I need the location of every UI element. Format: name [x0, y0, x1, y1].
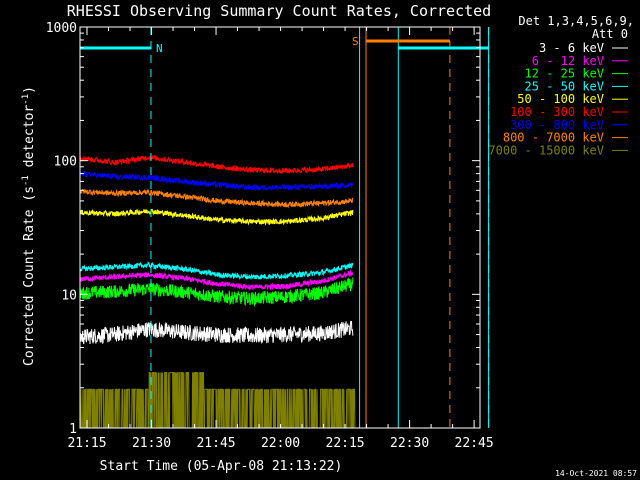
x-tick-label: 22:00: [261, 436, 300, 451]
series-line-5: [79, 208, 354, 227]
legend-label: 100 - 300 keV: [510, 105, 604, 119]
x-tick-label: 21:45: [196, 436, 235, 451]
series-line-1: [79, 320, 354, 345]
series-line-4: [79, 261, 354, 280]
legend-header-attenuator: Att 0: [592, 27, 628, 41]
generation-timestamp: 14-Oct-2021 08:57: [555, 469, 637, 478]
legend-label: 300 - 800 keV: [510, 118, 604, 132]
series-line-6: [79, 188, 354, 209]
legend-label: 800 - 7000 keV: [503, 131, 604, 145]
legend-label: 3 - 6 keV: [539, 41, 604, 55]
legend-label: 7000 - 15000 keV: [488, 143, 604, 157]
night-annotation: N: [156, 42, 163, 55]
x-tick-label: 22:15: [326, 436, 365, 451]
series-line-0: [79, 372, 356, 429]
y-tick-label: 1: [69, 422, 77, 437]
x-axis-label: Start Time (05-Apr-08 21:13:22): [100, 459, 343, 474]
legend-label: 12 - 25 keV: [525, 67, 604, 81]
x-tick-label: 21:30: [132, 436, 171, 451]
x-tick-label: 21:15: [67, 436, 106, 451]
series-line-7: [79, 170, 354, 192]
series-line-3: [79, 269, 354, 291]
legend-label: 50 - 100 keV: [517, 92, 604, 106]
y-tick-label: 10: [61, 288, 77, 303]
y-tick-label: 1000: [46, 21, 77, 36]
plot-frame: [79, 26, 481, 429]
legend-label: 6 - 12 keV: [532, 54, 604, 68]
plot-area: N S 1 10 100 1000 21:15 21:30 21:45 22:00 22:15 22:…: [46, 21, 494, 451]
x-tick-label: 22:30: [390, 436, 429, 451]
x-tick-label: 22:45: [455, 436, 494, 451]
series-line-8: [79, 154, 354, 175]
y-axis-label: Corrected Count Rate (s-1 detector-1): [21, 86, 37, 366]
legend-label: 25 - 50 keV: [525, 79, 604, 93]
y-tick-label: 100: [54, 155, 77, 170]
chart-title: RHESSI Observing Summary Count Rates, Co…: [67, 2, 491, 20]
series-line-2: [79, 277, 354, 308]
legend-header-detectors: Det 1,3,4,5,6,9,: [518, 14, 634, 28]
saa-annotation: S: [352, 35, 359, 48]
